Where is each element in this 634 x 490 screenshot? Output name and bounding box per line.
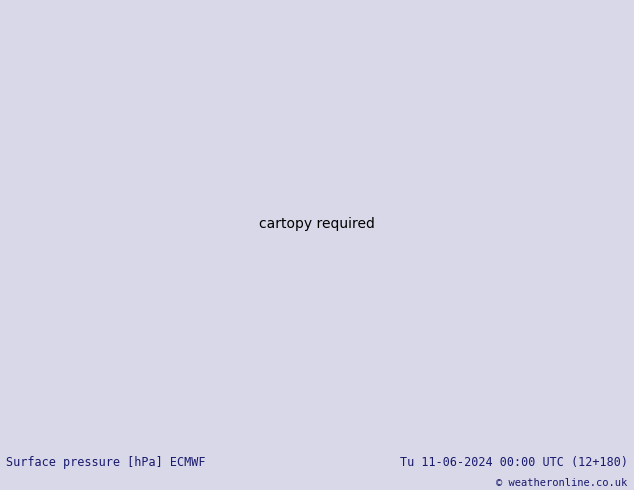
Text: cartopy required: cartopy required: [259, 217, 375, 231]
Text: Tu 11-06-2024 00:00 UTC (12+180): Tu 11-06-2024 00:00 UTC (12+180): [399, 456, 628, 469]
Text: Surface pressure [hPa] ECMWF: Surface pressure [hPa] ECMWF: [6, 456, 206, 469]
Text: © weatheronline.co.uk: © weatheronline.co.uk: [496, 477, 628, 488]
